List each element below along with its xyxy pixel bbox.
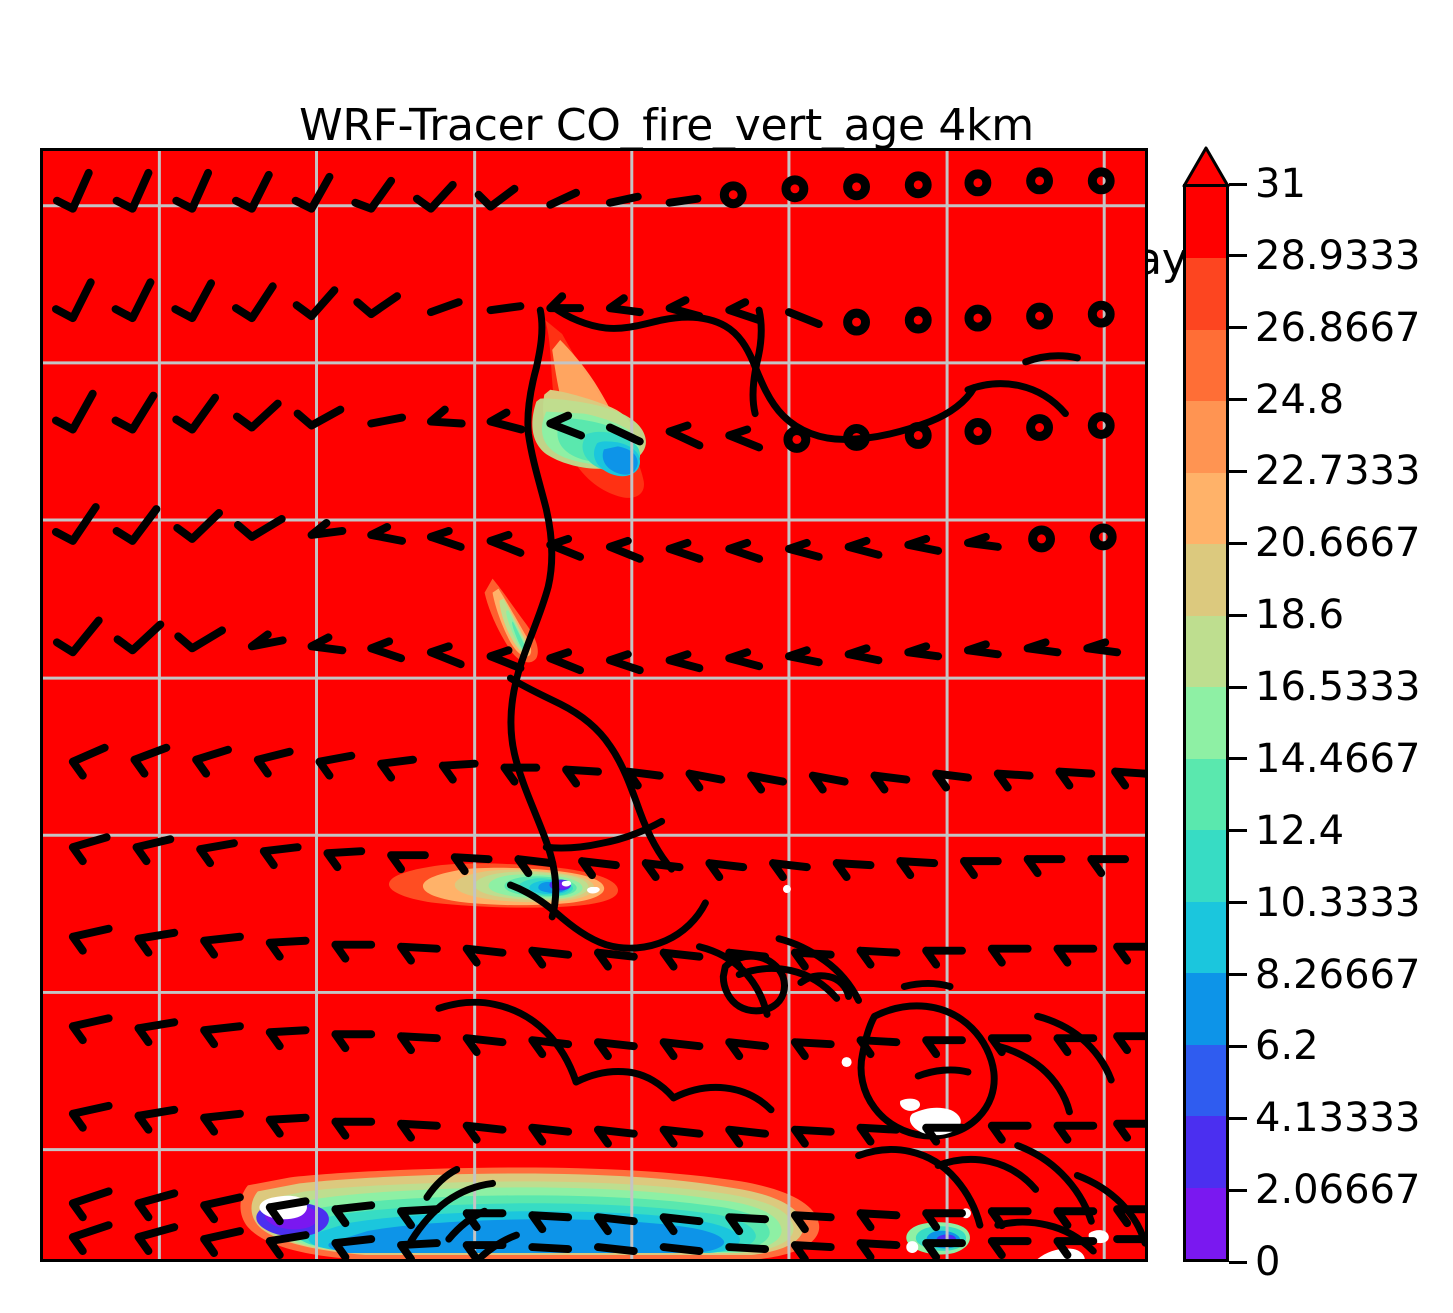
colorbar-band-11: [1186, 401, 1226, 473]
colorbar-tick-label-9: 18.6: [1255, 592, 1345, 639]
colorbar-band-5: [1186, 830, 1226, 902]
colorbar-band-12: [1186, 329, 1226, 402]
colorbar-band-6: [1186, 758, 1226, 831]
colorbar-tick-mark-15: [1229, 182, 1247, 186]
colorbar-tick-mark-12: [1229, 398, 1247, 402]
colorbar-tick-mark-0: [1229, 1260, 1247, 1264]
scalar-field-background: [43, 151, 1145, 1259]
colorbar-tick-mark-9: [1229, 613, 1247, 617]
colorbar-band-2: [1186, 1044, 1226, 1117]
map-plot-area: [40, 148, 1148, 1262]
colorbar-tick-mark-7: [1229, 757, 1247, 761]
colorbar-tick-mark-1: [1229, 1188, 1247, 1192]
colorbar: 0 2.06667 4.13333 6.2 8.26667 10.3333 12.4 14.4…: [1182, 146, 1420, 1282]
colorbar-tick-mark-11: [1229, 469, 1247, 473]
colorbar-tick-mark-10: [1229, 541, 1247, 545]
colorbar-tick-label-0: 0: [1255, 1239, 1281, 1285]
colorbar-extend-arrow: [1182, 146, 1230, 188]
colorbar-band-7: [1186, 687, 1226, 759]
colorbar-band-14: [1186, 186, 1226, 259]
colorbar-tick-label-13: 26.8667: [1255, 304, 1421, 351]
colorbar-tick-label-11: 22.7333: [1255, 448, 1421, 495]
colorbar-tick-mark-6: [1229, 829, 1247, 833]
colorbar-band-9: [1186, 544, 1226, 616]
colorbar-tick-mark-5: [1229, 901, 1247, 905]
colorbar-tick-label-10: 20.6667: [1255, 520, 1421, 567]
colorbar-band-3: [1186, 973, 1226, 1045]
colorbar-tick-label-12: 24.8: [1255, 376, 1345, 423]
colorbar-tick-label-7: 14.4667: [1255, 735, 1421, 782]
map-gridlines: [43, 151, 1145, 1259]
colorbar-band-1: [1186, 1116, 1226, 1188]
colorbar-tick-label-5: 10.3333: [1255, 879, 1421, 926]
colorbar-tick-label-8: 16.5333: [1255, 664, 1421, 711]
colorbar-gradient: [1183, 184, 1229, 1262]
colorbar-tick-mark-3: [1229, 1044, 1247, 1048]
colorbar-band-13: [1186, 258, 1226, 330]
colorbar-tick-mark-2: [1229, 1116, 1247, 1120]
colorbar-tick-label-3: 6.2: [1255, 1023, 1319, 1070]
colorbar-tick-label-2: 4.13333: [1255, 1095, 1421, 1142]
map-raster-and-overlays: [43, 151, 1145, 1259]
colorbar-band-8: [1186, 615, 1226, 688]
colorbar-tick-label-4: 8.26667: [1255, 951, 1421, 998]
colorbar-tick-label-1: 2.06667: [1255, 1167, 1421, 1214]
colorbar-band-4: [1186, 901, 1226, 974]
colorbar-tick-mark-8: [1229, 685, 1247, 689]
colorbar-tick-label-14: 28.9333: [1255, 232, 1421, 279]
colorbar-band-0: [1186, 1187, 1226, 1259]
chart-title-line-1: WRF-Tracer CO_fire_vert_age 4km: [299, 99, 1034, 151]
colorbar-tick-label-6: 12.4: [1255, 807, 1345, 854]
colorbar-tick-mark-4: [1229, 973, 1247, 977]
colorbar-tick-labels: 0 2.06667 4.13333 6.2 8.26667 10.3333 12.4 14.4…: [1229, 148, 1453, 1282]
colorbar-tick-label-15: 31: [1255, 161, 1306, 207]
plume-northern: [484, 320, 646, 663]
colorbar-tick-mark-14: [1229, 254, 1247, 258]
wind-barbs-overlay: [51, 167, 1145, 1259]
colorbar-band-10: [1186, 472, 1226, 545]
colorbar-tick-mark-13: [1229, 326, 1247, 330]
